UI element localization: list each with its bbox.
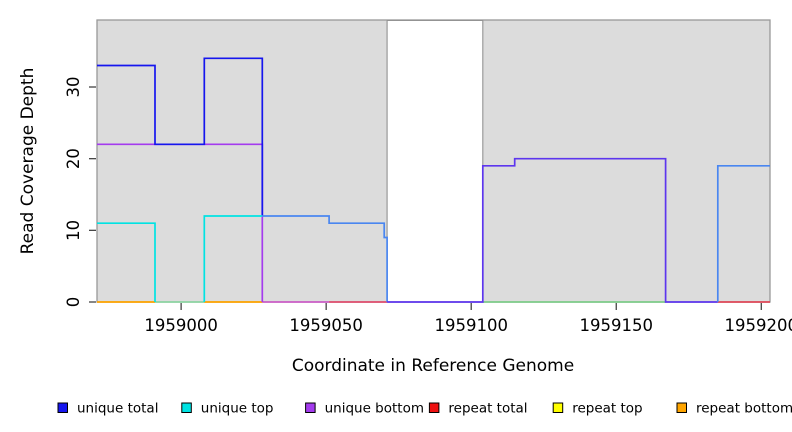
legend-swatch-unique-total <box>57 402 68 413</box>
repeat-region-band <box>386 20 484 303</box>
legend-swatch-unique-top <box>181 402 192 413</box>
x-tick-label: 1959200 <box>725 316 792 335</box>
series-segment-unique-top-line-1 <box>97 222 156 302</box>
x-tick-label: 1959050 <box>289 316 363 335</box>
series-segment-unique-top-line-2 <box>203 215 263 302</box>
legend-swatch-repeat-total <box>428 402 440 413</box>
legend-swatch-repeat-top <box>552 402 564 413</box>
y-tick-label: 20 <box>64 148 83 169</box>
x-axis-title: Coordinate in Reference Genome <box>292 356 574 376</box>
legend-swatch-unique-bottom <box>305 402 316 413</box>
x-tick-label: 1959000 <box>144 316 218 335</box>
y-tick-label: 30 <box>64 77 83 98</box>
x-tick-label: 1959100 <box>434 316 508 335</box>
y-tick-label: 10 <box>64 220 83 241</box>
x-tick-label: 1959150 <box>580 316 654 335</box>
legend-label-unique-total: unique total <box>77 401 158 417</box>
series-segment-total-top-blend-2 <box>716 164 770 302</box>
series-segment-unique-total-line <box>97 57 264 216</box>
legend-label-unique-top: unique top <box>201 401 274 417</box>
legend-swatch-repeat-bottom <box>676 402 687 413</box>
series-segment-total-top-blend-1 <box>262 215 388 302</box>
legend-label-repeat-top: repeat top <box>572 401 642 417</box>
legend-label-unique-bottom: unique bottom <box>325 401 424 417</box>
y-axis-title: Read Coverage Depth <box>18 68 38 255</box>
y-tick-label: 0 <box>64 297 83 308</box>
series-segment-total-bottom-blend <box>387 157 718 303</box>
legend-label-repeat-total: repeat total <box>448 401 527 417</box>
legend-label-repeat-bottom: repeat bottom <box>696 401 792 417</box>
